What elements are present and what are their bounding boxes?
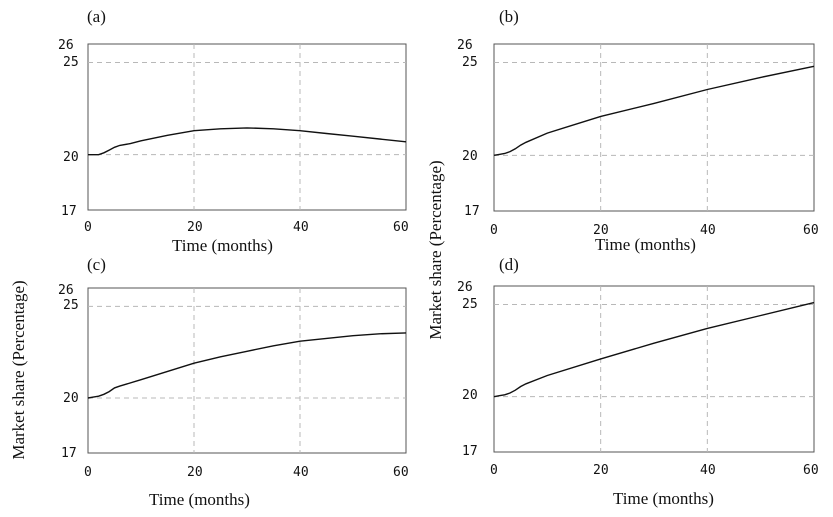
panel-b-xtick-40: 40	[700, 223, 716, 238]
panel-b-ytick-25: 25	[462, 55, 478, 70]
panel-b-series-line	[493, 65, 815, 156]
panel-b-xtick-20: 20	[593, 223, 609, 238]
panel-d-xtick-20: 20	[593, 463, 609, 478]
panel-b-grid	[494, 44, 814, 211]
panel-c-xtick-20: 20	[187, 465, 203, 480]
panel-b-xtick-0: 0	[490, 223, 498, 238]
panel-d: (d) 26 25 20 17 0 20 40 60 Time (months)	[457, 255, 819, 508]
panel-d-series-line	[493, 301, 815, 398]
panel-d-xtick-60: 60	[803, 463, 819, 478]
panel-c-series-line	[87, 332, 407, 399]
panel-a-plot-frame	[87, 43, 407, 211]
panel-c-ytick-17: 17	[61, 446, 77, 461]
panel-a-xtick-40: 40	[293, 220, 309, 235]
right-yaxis-title: Market share (Percentage)	[426, 160, 445, 339]
panel-a-ytick-20: 20	[63, 150, 79, 165]
panel-b-label: (b)	[499, 7, 519, 26]
panel-a-ytick-26: 26	[58, 38, 74, 53]
panel-d-xaxis-title: Time (months)	[613, 489, 714, 508]
panel-a-grid	[88, 44, 406, 210]
panel-d-label: (d)	[499, 255, 519, 274]
panel-c-xtick-60: 60	[393, 465, 409, 480]
panel-b-xaxis-title: Time (months)	[595, 235, 696, 254]
panel-b-xtick-60: 60	[803, 223, 819, 238]
panel-c-grid	[88, 288, 406, 453]
panel-c-xtick-0: 0	[84, 465, 92, 480]
panel-a-xtick-60: 60	[393, 220, 409, 235]
panel-a: (a) 26 25 20 17 0 20 40 60 Time (months)	[58, 7, 409, 255]
panel-c: (c) 26 25 20 17 0 20 40 60 Time (months)	[58, 255, 409, 509]
panel-a-xaxis-title: Time (months)	[172, 236, 273, 255]
panel-d-ytick-20: 20	[462, 388, 478, 403]
panel-a-label: (a)	[87, 7, 106, 26]
panel-d-plot-frame	[493, 285, 815, 453]
panel-a-xtick-0: 0	[84, 220, 92, 235]
panel-c-ytick-20: 20	[63, 391, 79, 406]
panel-c-xtick-40: 40	[293, 465, 309, 480]
panel-d-ytick-17: 17	[462, 444, 478, 459]
panel-a-xtick-20: 20	[187, 220, 203, 235]
panel-d-xtick-40: 40	[700, 463, 716, 478]
panel-c-ytick-25: 25	[63, 298, 79, 313]
panel-a-ytick-25: 25	[63, 55, 79, 70]
panel-a-ytick-17: 17	[61, 204, 77, 219]
panel-d-grid	[494, 286, 814, 452]
panel-b-plot-frame	[493, 43, 815, 212]
panel-b-ytick-26: 26	[457, 38, 473, 53]
panel-a-series-line	[88, 127, 407, 156]
panel-b-ytick-20: 20	[462, 149, 478, 164]
panel-b-ytick-17: 17	[464, 204, 480, 219]
panel-d-xtick-0: 0	[490, 463, 498, 478]
panel-d-ytick-25: 25	[462, 297, 478, 312]
panel-d-ytick-26: 26	[457, 280, 473, 295]
panel-c-ytick-26: 26	[58, 283, 74, 298]
panel-c-plot-frame	[87, 287, 407, 454]
left-yaxis-title: Market share (Percentage)	[9, 280, 28, 459]
panel-c-label: (c)	[87, 255, 106, 274]
panel-c-xaxis-title: Time (months)	[149, 490, 250, 509]
panel-b: (b) 26 25 20 17 0 20 40 60 Time (months)	[457, 7, 819, 254]
